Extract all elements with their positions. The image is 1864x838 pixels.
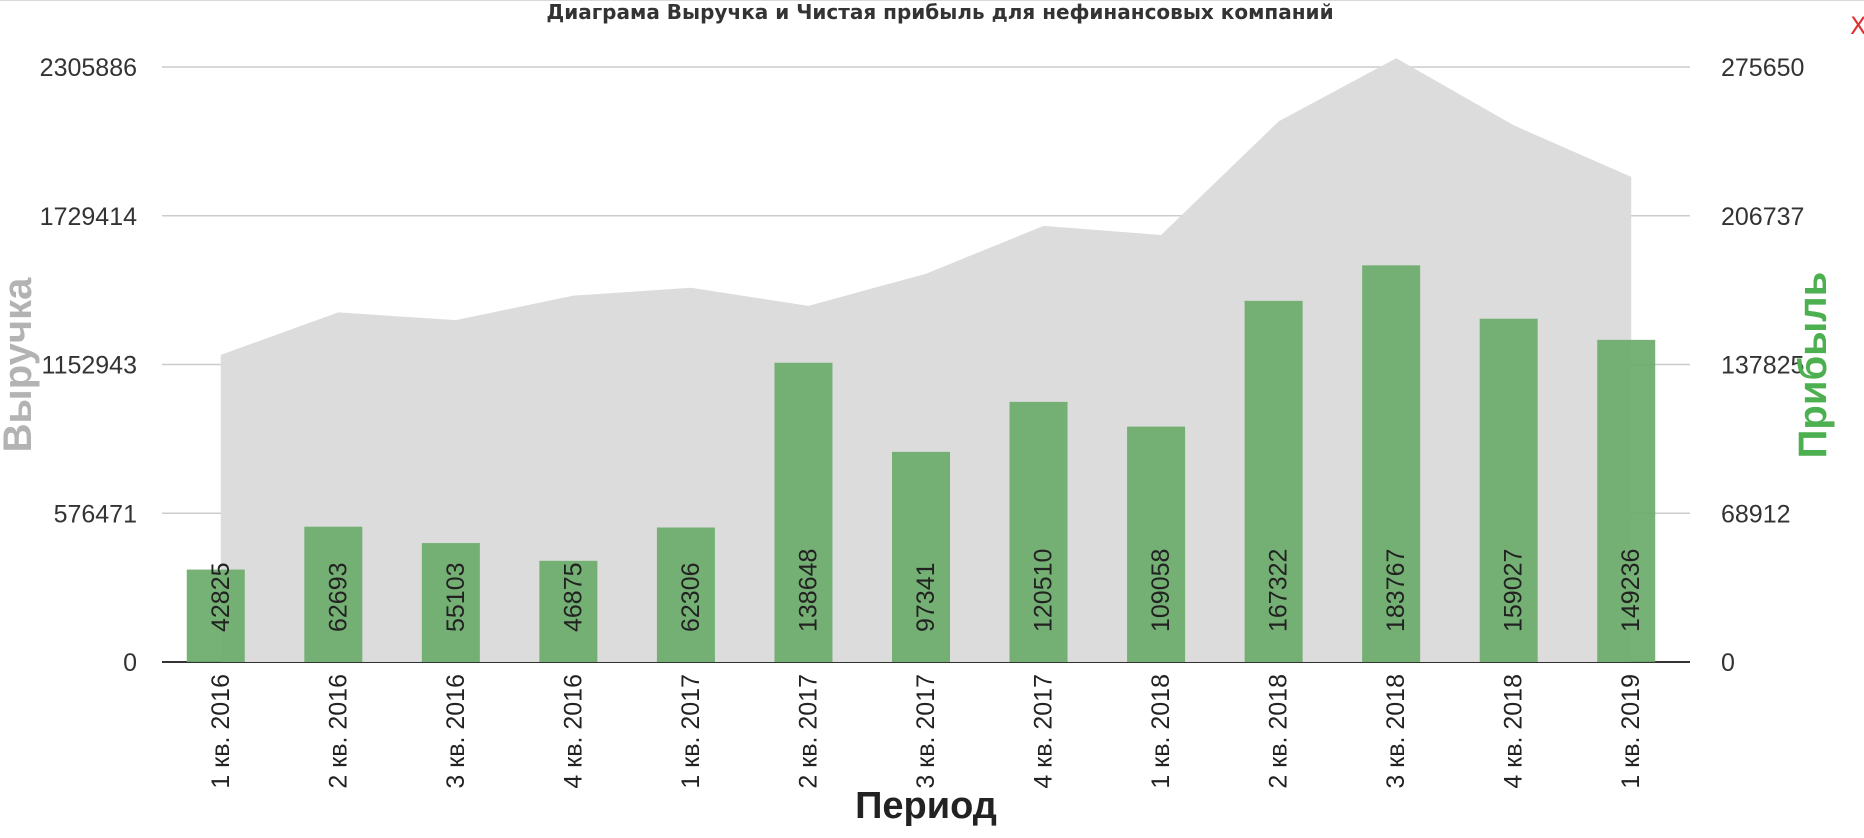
right-tick-label: 206737 <box>1721 203 1804 231</box>
x-tick-label: 1 кв. 2016 <box>207 674 235 789</box>
x-tick-label: 3 кв. 2017 <box>912 674 940 789</box>
profit-bar <box>774 362 833 662</box>
bar-value-label: 42825 <box>207 562 235 632</box>
left-axis-title: Выручка <box>0 277 40 452</box>
left-tick-label: 1729414 <box>40 203 137 231</box>
x-tick-label: 1 кв. 2018 <box>1147 674 1175 789</box>
profit-bar <box>1362 265 1421 662</box>
bar-value-label: 55103 <box>442 562 470 632</box>
bar-value-label: 109058 <box>1147 549 1175 632</box>
close-icon[interactable]: X <box>1850 14 1864 38</box>
x-axis-title: Период <box>855 785 997 827</box>
bar-value-label: 138648 <box>794 549 822 632</box>
bar-value-label: 149236 <box>1617 549 1645 632</box>
chart-title: Диаграма Выручка и Чистая прибыль для не… <box>546 0 1334 24</box>
bar-value-label: 120510 <box>1030 549 1058 632</box>
top-border <box>0 0 1864 1</box>
profit-bar <box>421 543 480 662</box>
x-tick-label: 4 кв. 2016 <box>559 674 587 789</box>
bar-value-label: 46875 <box>559 562 587 632</box>
profit-bar <box>304 526 363 662</box>
right-axis-title: Прибыль <box>1791 272 1835 459</box>
bar-value-label: 167322 <box>1265 549 1293 632</box>
profit-bar <box>1127 426 1186 662</box>
profit-bar <box>1244 300 1303 662</box>
x-tick-label: 4 кв. 2017 <box>1030 674 1058 789</box>
bar-value-label: 97341 <box>912 562 940 632</box>
x-tick-label: 1 кв. 2017 <box>677 674 705 789</box>
left-tick-label: 576471 <box>54 500 137 528</box>
profit-bar <box>892 451 950 662</box>
bar-value-label: 159027 <box>1500 549 1528 632</box>
x-tick-label: 2 кв. 2017 <box>794 674 822 789</box>
bar-value-label: 62306 <box>677 562 705 632</box>
x-tick-label: 1 кв. 2019 <box>1617 674 1645 789</box>
profit-bar <box>656 527 715 662</box>
profit-bar <box>1597 339 1656 662</box>
bar-value-label: 62693 <box>324 562 352 632</box>
x-tick-label: 2 кв. 2016 <box>324 674 352 789</box>
profit-bar <box>1009 401 1068 662</box>
right-tick-label: 68912 <box>1721 500 1791 528</box>
x-tick-label: 3 кв. 2016 <box>442 674 470 789</box>
right-tick-label: 137825 <box>1721 352 1804 380</box>
profit-bar <box>1479 318 1538 662</box>
left-tick-label: 2305886 <box>40 54 137 82</box>
x-tick-label: 4 кв. 2018 <box>1500 674 1528 789</box>
profit-bar <box>539 560 598 662</box>
x-tick-label: 3 кв. 2018 <box>1382 674 1410 789</box>
profit-bar <box>186 569 245 662</box>
left-tick-label: 0 <box>123 649 137 677</box>
left-tick-label: 1152943 <box>42 352 137 380</box>
right-tick-label: 275650 <box>1721 54 1804 82</box>
bar-value-label: 183767 <box>1382 549 1410 632</box>
x-tick-label: 2 кв. 2018 <box>1265 674 1293 789</box>
right-tick-label: 0 <box>1721 649 1735 677</box>
